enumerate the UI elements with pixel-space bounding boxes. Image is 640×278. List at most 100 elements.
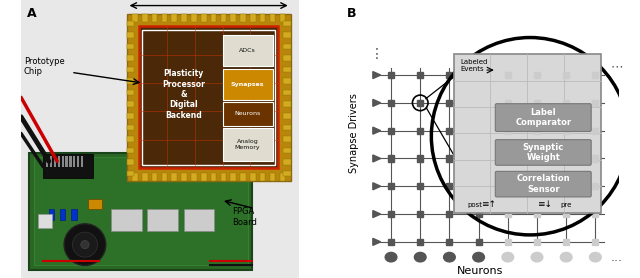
Bar (58, 156, 60, 167)
Text: A: A (26, 7, 36, 20)
Bar (563, 239, 569, 245)
Text: Labeled
Events: Labeled Events (461, 59, 488, 72)
Bar (127, 32, 134, 38)
Polygon shape (373, 127, 381, 134)
Bar (61, 156, 64, 167)
Bar (283, 136, 291, 142)
Text: ...: ... (611, 251, 623, 264)
Bar (127, 21, 134, 26)
Bar (142, 173, 148, 181)
Text: ⋮: ⋮ (370, 47, 384, 61)
Bar (534, 239, 540, 245)
Circle shape (81, 240, 89, 249)
Bar (505, 72, 511, 78)
Bar (388, 72, 394, 78)
Bar (221, 173, 226, 181)
Text: Prototype
Chip: Prototype Chip (24, 57, 65, 76)
Bar (388, 239, 394, 245)
Bar (60, 208, 65, 220)
Bar (81, 156, 83, 167)
Bar (127, 101, 134, 107)
Bar (127, 148, 134, 153)
Bar (417, 183, 423, 189)
Bar (29, 153, 252, 270)
Bar (44, 154, 93, 178)
Bar (417, 211, 423, 217)
Bar (143, 30, 275, 165)
Bar (65, 156, 68, 167)
Bar (534, 183, 540, 189)
Ellipse shape (531, 252, 543, 262)
Bar (152, 14, 157, 22)
Bar (240, 173, 246, 181)
Bar (132, 173, 138, 181)
Bar (127, 44, 134, 49)
Text: ADCs: ADCs (239, 48, 256, 53)
Bar (446, 183, 452, 189)
Bar (505, 155, 511, 162)
Bar (73, 156, 76, 167)
Bar (563, 128, 569, 134)
Bar (283, 21, 291, 26)
Bar (33, 157, 248, 265)
Bar (476, 183, 482, 189)
Bar (534, 183, 540, 189)
Bar (417, 72, 423, 78)
Polygon shape (373, 183, 381, 190)
Bar (446, 72, 452, 78)
Bar (54, 156, 56, 167)
Bar (505, 100, 511, 106)
Bar (191, 173, 196, 181)
Bar (563, 155, 569, 162)
Bar (283, 67, 291, 72)
Text: pre: pre (560, 202, 572, 208)
Bar (534, 211, 540, 217)
Bar (417, 239, 423, 245)
Bar (132, 14, 138, 22)
Bar (534, 100, 540, 106)
Polygon shape (373, 155, 381, 162)
Bar (127, 14, 291, 181)
Text: ≡↑: ≡↑ (481, 200, 496, 209)
Bar (201, 14, 207, 22)
Bar (223, 128, 273, 161)
Bar (563, 183, 569, 189)
Bar (417, 155, 423, 162)
Bar (592, 100, 598, 106)
Bar (446, 100, 452, 106)
Bar (534, 128, 540, 134)
Bar (446, 211, 452, 217)
Bar (283, 148, 291, 153)
Bar (534, 155, 540, 162)
Polygon shape (373, 210, 381, 218)
Bar (505, 128, 511, 134)
Bar (201, 173, 207, 181)
Bar (505, 183, 511, 189)
Bar (592, 239, 598, 245)
Bar (184, 208, 214, 231)
Bar (476, 128, 482, 134)
Bar (260, 14, 266, 22)
Bar (563, 72, 569, 78)
Bar (534, 72, 540, 78)
Text: Label
Comparator: Label Comparator (515, 108, 572, 127)
Text: Synaptic
Weight: Synaptic Weight (523, 143, 564, 162)
Bar (388, 155, 394, 162)
Bar (49, 208, 54, 220)
Bar (476, 239, 482, 245)
Bar (240, 14, 246, 22)
Bar (563, 100, 569, 106)
Circle shape (72, 232, 97, 257)
Bar (230, 173, 236, 181)
Bar (162, 173, 167, 181)
Bar (592, 155, 598, 162)
Bar (505, 128, 511, 134)
Ellipse shape (385, 252, 397, 262)
Bar (172, 14, 177, 22)
Bar (283, 55, 291, 61)
Text: Correlation
Sensor: Correlation Sensor (516, 175, 570, 194)
FancyBboxPatch shape (495, 171, 591, 197)
Bar (563, 183, 569, 189)
Bar (446, 128, 452, 134)
Bar (223, 35, 273, 66)
